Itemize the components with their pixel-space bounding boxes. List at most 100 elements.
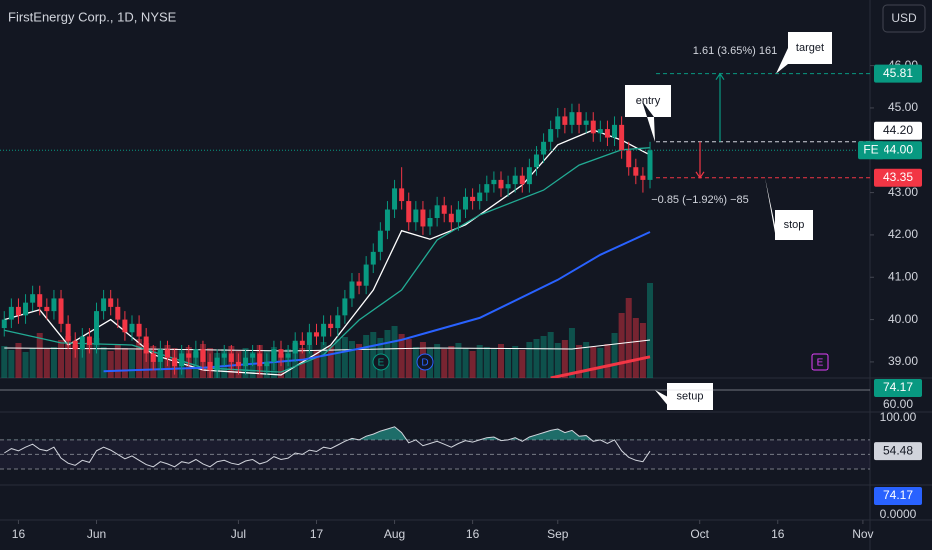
candle-body [30, 294, 36, 303]
candle-body [484, 184, 490, 193]
lower-label-bg [874, 487, 922, 505]
candle-body [370, 251, 376, 265]
candle-body [590, 120, 596, 134]
candle-body [235, 361, 241, 367]
candle-body [86, 336, 92, 345]
last-price-label: 44.00 [883, 142, 913, 156]
volume-bar [86, 342, 93, 378]
candle-body [356, 281, 362, 286]
volume-bar [15, 343, 22, 378]
volume-bar [519, 350, 526, 378]
volume-bar [611, 333, 618, 378]
candle-body [143, 336, 149, 354]
candle-body [150, 353, 156, 362]
volume-bar [476, 345, 483, 378]
volume-bar [540, 336, 547, 378]
volume-bar [313, 350, 320, 378]
volume-bar [107, 351, 114, 378]
candle-body [136, 323, 142, 337]
volume-bar [547, 332, 554, 378]
rsi-last-label: 54.48 [883, 443, 913, 457]
volume-bar [441, 349, 448, 378]
callout-box [776, 32, 832, 74]
volume-bar [327, 346, 334, 378]
currency[interactable]: USD [891, 11, 917, 25]
candle-body [1, 319, 7, 329]
candle-body [306, 332, 312, 345]
rsi-fill [4, 426, 651, 440]
volume-bar [483, 347, 490, 378]
volume-bar [391, 326, 398, 378]
candle-body [633, 167, 639, 176]
entry-price-label-bg [874, 121, 922, 140]
volume-bar [341, 337, 348, 378]
candle-body [264, 361, 270, 367]
candle-body [562, 116, 568, 125]
volume-bar [58, 340, 65, 378]
candle-body [157, 349, 163, 362]
lower-label: 74.17 [883, 488, 913, 502]
candle-body [72, 340, 78, 350]
dots-label: 74.17 [883, 380, 913, 394]
x-tick-label: 16 [12, 527, 26, 541]
candle-body [342, 298, 348, 316]
candle-body [313, 332, 319, 337]
candle-body [555, 116, 561, 130]
candle-body [399, 188, 405, 202]
volume-bar [455, 343, 462, 378]
stop-arrow [695, 141, 705, 179]
target-arrow [715, 72, 725, 142]
x-tick-label: 17 [310, 527, 324, 541]
y-tick-label: 39.00 [888, 354, 918, 368]
candle-body [505, 184, 511, 189]
candle-body [257, 353, 263, 367]
stop-price-label: 43.35 [883, 170, 913, 184]
candle-body [243, 357, 249, 367]
candle-body [207, 361, 213, 371]
candle-body [640, 175, 646, 180]
volume-bar [576, 345, 583, 378]
volume-bar [618, 313, 625, 378]
event-label: E [378, 358, 385, 369]
candle-body [122, 319, 128, 333]
event-marker [416, 353, 434, 371]
target-price-label: 45.81 [883, 66, 913, 80]
candle-body [427, 217, 433, 227]
candle-body [619, 124, 625, 151]
candle-body [349, 281, 355, 299]
volume-bar [36, 333, 43, 378]
candle-body [597, 129, 603, 134]
y-tick-label: 40.00 [888, 312, 918, 326]
volume-bar [405, 339, 412, 378]
volume-bar [348, 341, 355, 378]
event-label: D [421, 358, 428, 369]
rsi-line [4, 426, 651, 468]
candle-body [101, 298, 107, 312]
candle-body [172, 357, 178, 367]
volume-bar [50, 347, 57, 378]
volume-bar [448, 346, 455, 378]
candle-body [363, 264, 369, 286]
candle-body [420, 209, 426, 227]
candle-body [434, 205, 440, 218]
volume-bar [22, 352, 29, 378]
volume-bar [320, 342, 327, 378]
candle-body [292, 340, 298, 354]
volume-bar [597, 348, 604, 378]
rsi-last-bg [874, 442, 922, 461]
candle-body [8, 306, 14, 320]
volume-bar [632, 318, 639, 378]
currency-button[interactable] [882, 4, 926, 33]
x-tick-label: Sep [547, 527, 569, 541]
x-tick-label: Oct [690, 527, 709, 541]
candle-body [470, 196, 476, 202]
volume-bar [469, 351, 476, 378]
candle-body [455, 209, 461, 223]
price-pane [1, 103, 654, 378]
volume-bar [79, 349, 86, 378]
volume-bar [334, 339, 341, 378]
volume-bar [306, 345, 313, 378]
volume-bar [561, 340, 568, 378]
candle-body [164, 349, 170, 358]
x-tick-label: Jun [87, 527, 106, 541]
